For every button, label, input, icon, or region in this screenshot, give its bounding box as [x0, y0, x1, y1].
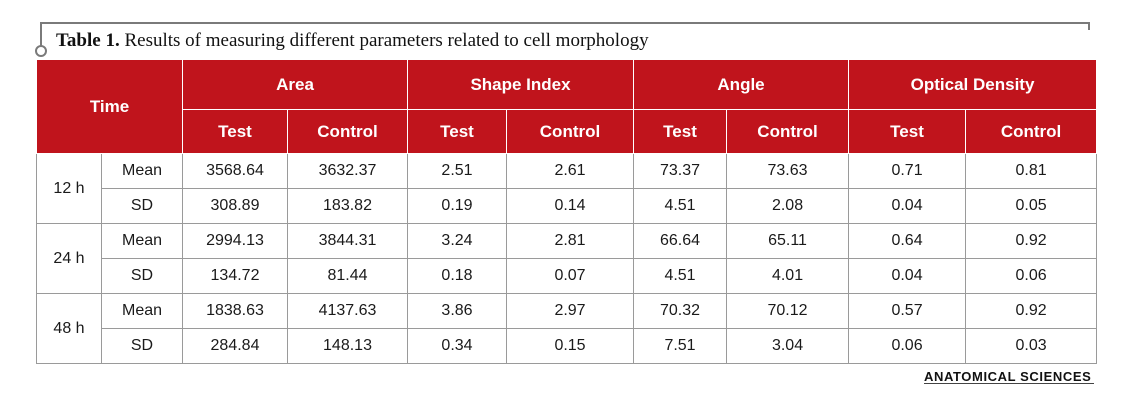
group-header-angle: Angle — [633, 59, 850, 110]
stat-cell: Mean — [101, 293, 183, 329]
value-cell: 0.06 — [965, 258, 1098, 294]
table-row: 48 h Mean 1838.63 4137.63 3.86 2.97 70.3… — [36, 293, 1098, 364]
value-cell: 1838.63 — [182, 293, 288, 329]
caption-rule-top — [40, 22, 1090, 24]
value-cell: 3.24 — [407, 223, 507, 259]
time-cell: 48 h — [36, 293, 102, 364]
value-cell: 308.89 — [182, 188, 288, 224]
subheader-angle-test: Test — [633, 109, 728, 154]
caption-rule-left — [40, 22, 42, 46]
value-cell: 0.04 — [848, 258, 967, 294]
value-cell: 2.51 — [407, 153, 507, 189]
value-cell: 3632.37 — [287, 153, 408, 189]
value-cell: 73.63 — [726, 153, 850, 189]
group-header-shape-index: Shape Index — [406, 59, 635, 110]
results-table: Time Area Shape Index Angle Optical Dens… — [36, 59, 1098, 364]
value-cell: 0.34 — [407, 328, 507, 364]
value-cell: 0.04 — [848, 188, 967, 224]
value-cell: 0.71 — [848, 153, 967, 189]
value-cell: 4.51 — [633, 258, 728, 294]
value-cell: 0.92 — [965, 293, 1098, 329]
value-cell: 0.07 — [505, 258, 635, 294]
stat-cell: SD — [101, 328, 183, 364]
value-cell: 3.86 — [407, 293, 507, 329]
value-cell: 0.03 — [965, 328, 1098, 364]
value-cell: 4137.63 — [287, 293, 408, 329]
subheader-area-test: Test — [182, 109, 288, 154]
caption-ring-icon — [35, 45, 47, 57]
value-cell: 0.92 — [965, 223, 1098, 259]
group-header-area: Area — [182, 59, 408, 110]
table-row: 24 h Mean 2994.13 3844.31 3.24 2.81 66.6… — [36, 223, 1098, 294]
subheader-shape-index-control: Control — [505, 109, 635, 154]
value-cell: 0.14 — [505, 188, 635, 224]
value-cell: 183.82 — [287, 188, 408, 224]
value-cell: 73.37 — [633, 153, 728, 189]
value-cell: 2994.13 — [182, 223, 288, 259]
stat-cell: SD — [101, 258, 183, 294]
value-cell: 148.13 — [287, 328, 408, 364]
journal-brand: ANATOMICAL SCIENCES — [924, 369, 1092, 384]
subheader-optical-density-test: Test — [848, 109, 967, 154]
value-cell: 81.44 — [287, 258, 408, 294]
value-cell: 284.84 — [182, 328, 288, 364]
value-cell: 2.81 — [505, 223, 635, 259]
value-cell: 0.64 — [848, 223, 967, 259]
time-header: Time — [36, 59, 183, 154]
value-cell: 70.12 — [726, 293, 850, 329]
subheader-shape-index-test: Test — [407, 109, 507, 154]
value-cell: 4.01 — [726, 258, 850, 294]
group-header-optical-density: Optical Density — [848, 59, 1098, 110]
value-cell: 0.06 — [848, 328, 967, 364]
subheader-area-control: Control — [287, 109, 408, 154]
caption-label: Table 1. — [56, 30, 120, 51]
value-cell: 7.51 — [633, 328, 728, 364]
value-cell: 0.57 — [848, 293, 967, 329]
subheader-optical-density-control: Control — [965, 109, 1098, 154]
value-cell: 0.15 — [505, 328, 635, 364]
value-cell: 70.32 — [633, 293, 728, 329]
caption-rule-right — [1088, 22, 1090, 30]
value-cell: 0.05 — [965, 188, 1098, 224]
table-row: SD 134.72 81.44 0.18 0.07 4.51 4.01 0.04… — [37, 258, 1098, 294]
value-cell: 2.08 — [726, 188, 850, 224]
value-cell: 3.04 — [726, 328, 850, 364]
subheader-angle-control: Control — [726, 109, 850, 154]
value-cell: 2.97 — [505, 293, 635, 329]
value-cell: 134.72 — [182, 258, 288, 294]
table-caption: Table 1. Results of measuring different … — [56, 30, 649, 52]
value-cell: 66.64 — [633, 223, 728, 259]
value-cell: 4.51 — [633, 188, 728, 224]
caption-text: Results of measuring different parameter… — [119, 30, 649, 51]
value-cell: 3568.64 — [182, 153, 288, 189]
header-row-groups: Time Area Shape Index Angle Optical Dens… — [36, 59, 1098, 154]
stat-cell: Mean — [101, 153, 183, 189]
table-row: SD 308.89 183.82 0.19 0.14 4.51 2.08 0.0… — [37, 188, 1098, 224]
brand-underline — [924, 383, 1094, 384]
time-cell: 12 h — [36, 153, 102, 224]
value-cell: 65.11 — [726, 223, 850, 259]
value-cell: 2.61 — [505, 153, 635, 189]
table-row: SD 284.84 148.13 0.34 0.15 7.51 3.04 0.0… — [37, 328, 1098, 364]
value-cell: 0.18 — [407, 258, 507, 294]
stat-cell: Mean — [101, 223, 183, 259]
value-cell: 0.81 — [965, 153, 1098, 189]
time-cell: 24 h — [36, 223, 102, 294]
stat-cell: SD — [101, 188, 183, 224]
value-cell: 0.19 — [407, 188, 507, 224]
table-row: 12 h Mean 3568.64 3632.37 2.51 2.61 73.3… — [36, 153, 1098, 224]
header-row-subgroups: Test Control Test Control Test Control T… — [37, 109, 1098, 154]
value-cell: 3844.31 — [287, 223, 408, 259]
